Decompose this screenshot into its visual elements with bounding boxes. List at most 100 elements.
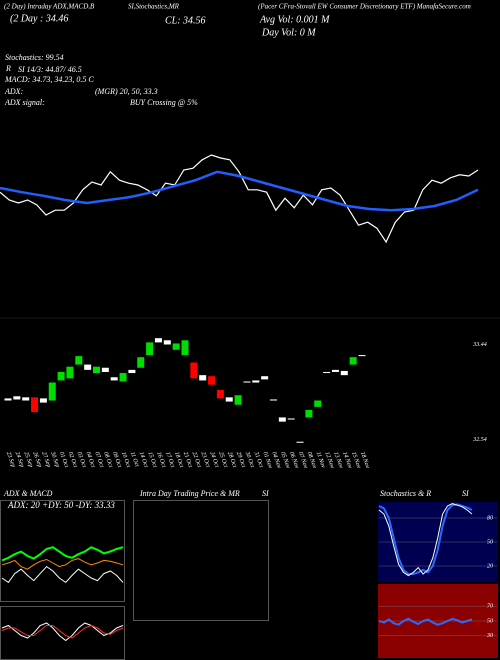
x-tick-label: 22 Oct <box>191 451 202 469</box>
candle <box>234 395 242 405</box>
panel-title: SI <box>262 489 269 498</box>
candle <box>39 398 47 403</box>
close: CL: 34.56 <box>165 15 206 26</box>
candle <box>331 369 339 372</box>
candle <box>252 380 260 383</box>
day-vol: Day Vol: 0 M <box>261 27 316 38</box>
series-line <box>1 565 124 584</box>
panel-title: SI <box>462 489 469 498</box>
series-line <box>0 154 479 244</box>
candle <box>163 340 171 345</box>
macd-text: MACD: 34.73, 34.23, 0.5 C <box>4 75 94 84</box>
candle <box>93 366 100 374</box>
candle <box>270 399 277 401</box>
series-line <box>378 617 473 626</box>
candle <box>172 343 180 350</box>
adx-signal: ADX signal: <box>4 98 45 107</box>
x-tick-label: 16 Oct <box>155 451 166 469</box>
x-tick-label: 03 Oct <box>76 451 87 469</box>
panel-title: Intra Day Trading Price & MR <box>139 489 240 498</box>
x-tick-label: 18 Nov <box>359 451 371 469</box>
x-tick-label: 15 Nov <box>350 451 362 469</box>
candle <box>84 364 92 370</box>
candle <box>296 441 304 443</box>
header-text: SI,Stochastics,MR <box>128 3 180 11</box>
candle <box>101 367 109 372</box>
y-tick-label: 33.44 <box>472 341 487 348</box>
x-tick-label: 11 Nov <box>315 451 326 469</box>
x-tick-label: 17 Oct <box>164 451 175 469</box>
x-tick-label: 05 Nov <box>279 451 291 469</box>
panel-title: ADX & MACD <box>3 489 53 498</box>
x-tick-label: 01 Oct <box>58 451 69 469</box>
rsi-text: SI 14/3: 44.87/ 46.5 <box>18 65 82 74</box>
x-tick-label: 29 Oct <box>235 451 246 469</box>
candle <box>4 398 12 401</box>
candle <box>287 418 295 420</box>
x-tick-label: 12 Nov <box>323 451 335 469</box>
series-line <box>1 622 124 642</box>
intraday-panel <box>133 500 269 621</box>
x-tick-label: 07 Oct <box>93 451 104 469</box>
candle <box>261 376 269 380</box>
x-tick-label: 06 Nov <box>288 451 300 469</box>
candle <box>358 355 366 357</box>
candle <box>216 389 224 399</box>
candle <box>31 397 39 413</box>
series-line <box>1 546 124 562</box>
candle <box>190 362 198 379</box>
x-tick-label: 02 Oct <box>67 451 78 469</box>
x-tick-label: 30 Oct <box>243 450 255 468</box>
candle <box>75 356 83 365</box>
candle <box>181 340 189 356</box>
x-tick-label: 15 Oct <box>146 451 157 469</box>
x-tick-label: 07 Nov <box>297 451 309 469</box>
x-tick-label: 31 Oct <box>252 450 264 468</box>
candle <box>146 342 154 356</box>
x-tick-label: 23 Oct <box>200 451 211 469</box>
panel-title: Stochastics & R <box>380 489 431 498</box>
y-tick-label: 30 <box>486 633 493 639</box>
header-text: (Pacer CFra-Stovall EW Consumer Discreti… <box>258 3 471 11</box>
series-line <box>1 624 124 639</box>
candle <box>137 357 145 368</box>
candle <box>199 375 207 381</box>
x-tick-label: 18 Oct <box>173 451 184 469</box>
y-tick-label: 50 <box>487 618 493 624</box>
y-tick-label: 32.54 <box>472 436 487 443</box>
adx-values: (MGR) 20, 50, 33.3 <box>95 87 158 96</box>
adx-text: ADX: <box>4 87 24 96</box>
candle <box>225 397 233 402</box>
candle <box>154 338 162 343</box>
header-text: (2 Day) Intraday ADX,MACD,B <box>4 3 95 11</box>
candle <box>340 370 348 376</box>
prev-close: (2 Day : 34.46 <box>10 13 68 24</box>
x-tick-label: 21 Oct <box>182 451 193 469</box>
adx-panel <box>0 500 125 602</box>
candle <box>208 376 216 385</box>
candle <box>119 373 127 382</box>
x-tick-label: 08 Nov <box>306 451 318 469</box>
adx-title: ADX: 20 +DY: 50 -DY: 33.33 <box>7 500 115 510</box>
x-tick-label: 25 Oct <box>217 451 228 469</box>
r-text: R <box>5 64 11 73</box>
x-tick-label: 25 Sep <box>23 451 34 468</box>
candle <box>278 417 286 422</box>
candle <box>110 377 118 381</box>
candle <box>349 357 357 365</box>
x-tick-label: 28 Oct <box>226 451 237 469</box>
series-line <box>1 558 124 570</box>
x-tick-label: 13 Nov <box>332 451 344 469</box>
candle <box>22 397 30 401</box>
x-tick-label: 01 Nov <box>261 451 273 469</box>
candle <box>57 371 65 381</box>
candle <box>13 396 21 400</box>
candle <box>48 382 56 401</box>
x-tick-label: 09 Oct <box>111 451 122 469</box>
signal: BUY Crossing @ 5% <box>130 98 198 107</box>
x-tick-label: 30 Sep <box>49 450 61 468</box>
y-tick-label: 50 <box>487 539 493 545</box>
x-tick-label: 10 Oct <box>120 451 131 469</box>
x-tick-label: 26 Sep <box>31 451 42 468</box>
